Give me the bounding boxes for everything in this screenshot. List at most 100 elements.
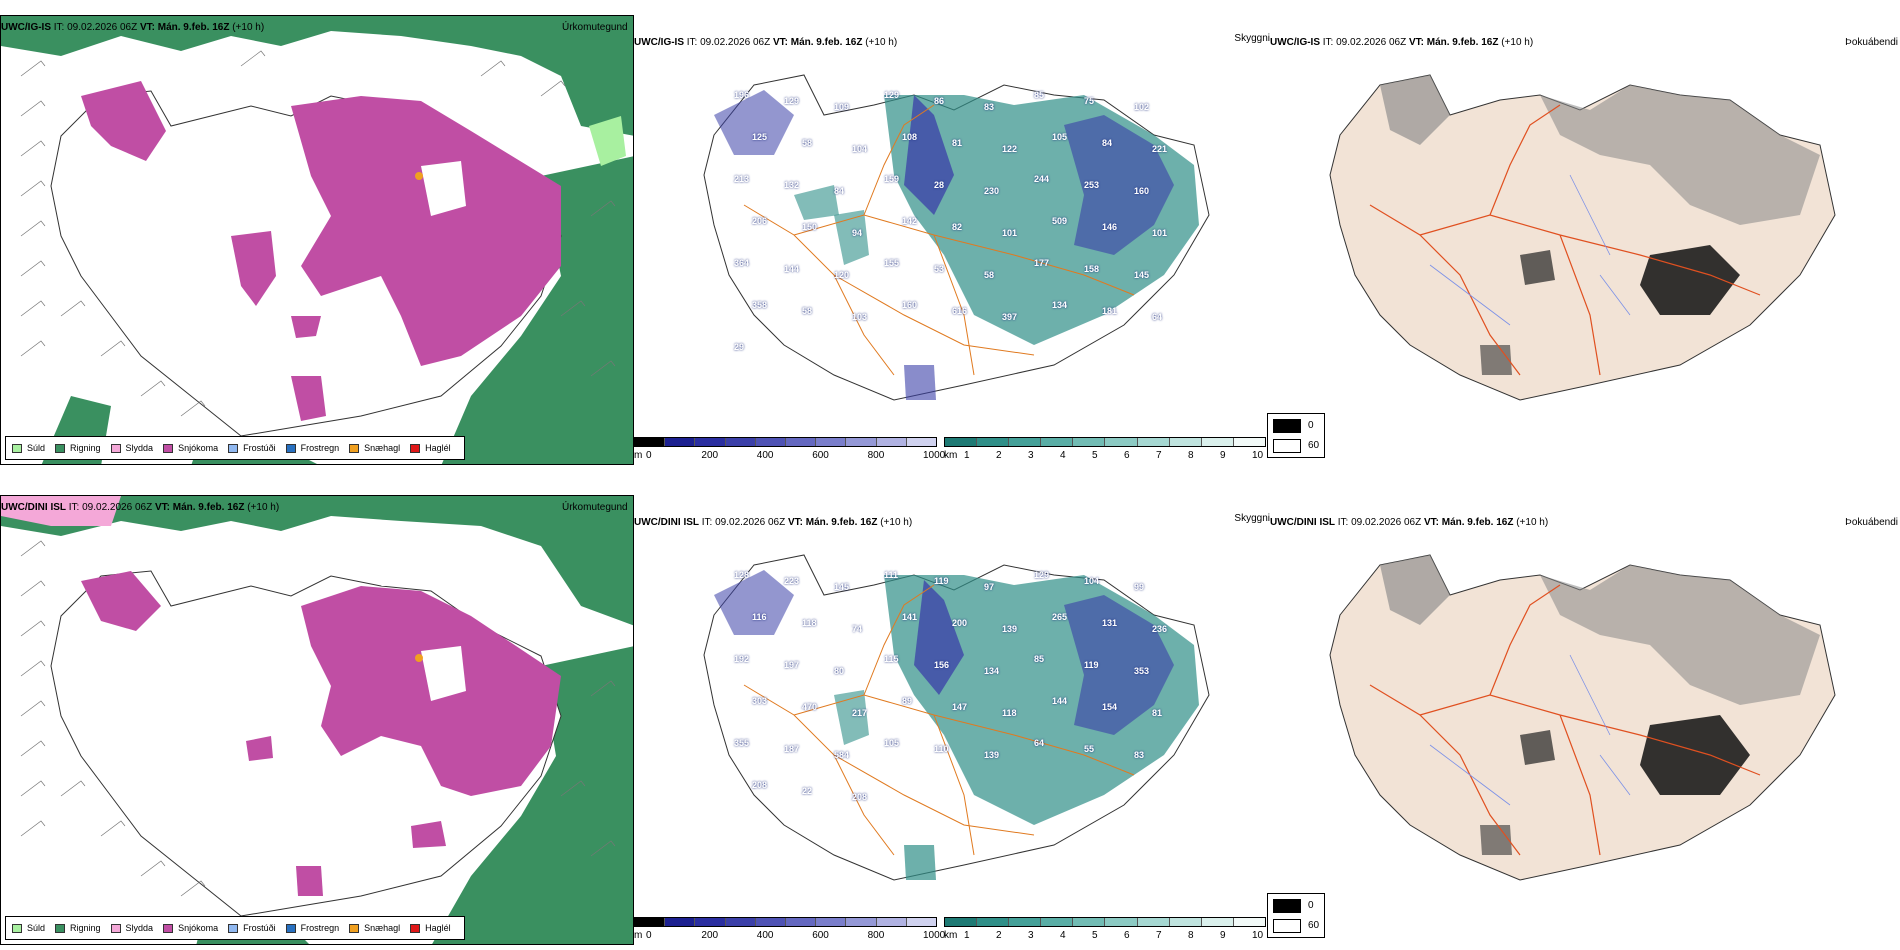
legend-label: Haglél: [425, 923, 451, 933]
cloud-base-value: 154: [1102, 702, 1118, 712]
rain-area: [432, 646, 633, 944]
scale-tick-label: 3: [1028, 930, 1034, 941]
cloud-base-value: 223: [784, 576, 800, 586]
cloud-base-value: 303: [752, 696, 768, 706]
cloud-base-value: 144: [1052, 696, 1068, 706]
cloud-base-value: 213: [734, 174, 750, 184]
cloud-title-top: UWC/IG-IS IT: 09.02.2026 06Z VT: Mán. 9.…: [634, 37, 898, 48]
cloud-base-value: 253: [1084, 180, 1100, 190]
fog-index-area: [1540, 565, 1820, 705]
cloud-base-value: 125: [752, 132, 768, 142]
terrain-contact-area: [904, 365, 936, 400]
fog-index-area: [1480, 345, 1512, 375]
fog-legend-dark-swatch: [1273, 899, 1301, 913]
cloud-base-value: 122: [1002, 144, 1018, 154]
fog-title-top: UWC/IG-IS IT: 09.02.2026 06Z VT: Mán. 9.…: [1270, 37, 1534, 48]
scale-tick-label: 0: [646, 450, 652, 461]
legend-swatch: [349, 443, 360, 453]
row-top: Súld Rigning Slydda Snjókoma Frostúði Frostre…: [0, 0, 1900, 470]
cloud-base-value: 101: [1152, 228, 1168, 238]
fog-panel-label-top: Þokuábendi: [1845, 37, 1898, 48]
cloud-base-panel-bottom: UWC/DINI ISL IT: 09.02.2026 06Z VT: Mán.…: [634, 495, 1270, 945]
legend-label: Súld: [27, 443, 46, 453]
cloud-base-value: 86: [934, 96, 945, 106]
snow-area: [291, 316, 321, 338]
visibility-scale-bottom: km 1 2 3 4 5 6 7 8 9 10: [944, 917, 1266, 941]
snow-pellets-marker: [415, 654, 423, 662]
scale-tick-label: 800: [867, 450, 885, 461]
scale-tick-label: 800: [867, 930, 885, 941]
legend-item: Snjókoma: [163, 443, 218, 453]
visibility-scale-bar: [944, 917, 1266, 927]
legend-label: Frostúði: [243, 443, 276, 453]
snow-area: [291, 96, 561, 366]
cloud-base-value: 221: [1152, 144, 1168, 154]
cloud-base-value: 119: [934, 576, 949, 586]
legend-label: Snjókoma: [178, 923, 219, 933]
cloud-base-value: 129: [1034, 570, 1050, 580]
cloud-base-value: 118: [1002, 708, 1017, 718]
legend-item: Frostregn: [285, 923, 339, 933]
cloud-base-value: 83: [1134, 750, 1145, 760]
cloud-base-value: 146: [1102, 222, 1118, 232]
fog-legend-dark-label: 0: [1308, 420, 1314, 431]
cloud-base-value: 131: [1102, 618, 1118, 628]
cloud-base-value: 104: [852, 144, 868, 154]
height-scale-bar: [634, 437, 937, 447]
fog-index-area-dense: [1640, 715, 1750, 795]
cloud-base-value: 145: [834, 582, 850, 592]
terrain-contact-area: [714, 570, 794, 635]
fog-panel-label-bottom: Þokuábendi: [1845, 517, 1898, 528]
cloud-base-value: 160: [902, 300, 918, 310]
snow-area: [411, 821, 446, 848]
cloud-base-value: 217: [852, 708, 868, 718]
scale-tick-label: 2: [996, 450, 1002, 461]
legend-swatch: [55, 923, 66, 933]
snow-area: [296, 866, 323, 896]
cloud-base-value: 105: [884, 738, 900, 748]
cloud-base-value: 109: [834, 102, 850, 112]
scale-tick-label: 6: [1124, 930, 1130, 941]
cloud-base-value: 144: [784, 264, 800, 274]
legend-swatch: [163, 923, 174, 933]
scale-tick-label: 1: [964, 930, 970, 941]
legend-item: Slydda: [110, 443, 154, 453]
legend-item: Snjókoma: [163, 923, 218, 933]
scale-tick-label: 4: [1060, 450, 1066, 461]
terrain-contact-area: [904, 95, 954, 215]
cloud-base-panel-top: UWC/IG-IS IT: 09.02.2026 06Z VT: Mán. 9.…: [634, 15, 1270, 465]
wind-barbs: [20, 50, 616, 417]
legend-item: Snæhagl: [349, 923, 400, 933]
fog-index-area: [1540, 85, 1820, 225]
legend-label: Slydda: [125, 443, 154, 453]
precip-legend-bottom: Súld Rigning Slydda Snjókoma Frostúði Frostre…: [5, 916, 465, 940]
legend-swatch: [285, 443, 296, 453]
cloud-base-value: 197: [784, 660, 800, 670]
rain-area: [1, 16, 633, 136]
cloud-title-bottom: UWC/DINI ISL IT: 09.02.2026 06Z VT: Mán.…: [634, 517, 913, 528]
cloud-base-value: 99: [1134, 582, 1145, 592]
legend-item: Snæhagl: [349, 443, 400, 453]
road-network: [743, 104, 1135, 376]
cloud-base-value: 134: [984, 666, 1000, 676]
legend-item: Slydda: [110, 923, 154, 933]
scale-tick-label: 10: [1252, 930, 1264, 941]
legend-item: Haglél: [410, 923, 451, 933]
fog-index-area-dense: [1520, 730, 1555, 765]
cloud-base-value: 230: [984, 186, 1000, 196]
snow-area: [81, 81, 166, 161]
scale-tick-label: 2: [996, 930, 1002, 941]
cloud-base-value: 129: [784, 96, 800, 106]
cloud-base-value: 358: [752, 300, 768, 310]
river-network: [1429, 174, 1631, 326]
cloud-map-bottom: [703, 554, 1210, 881]
legend-label: Slydda: [125, 923, 154, 933]
precip-type-panel-top: Súld Rigning Slydda Snjókoma Frostúði Frostre…: [0, 15, 634, 465]
terrain-contact-area: [1064, 595, 1174, 735]
scale-tick-label: 8: [1188, 930, 1194, 941]
fog-legend-dark-swatch: [1273, 419, 1301, 433]
legend-label: Súld: [27, 923, 46, 933]
legend-label: Snæhagl: [364, 443, 401, 453]
precip-map-top: [1, 16, 633, 464]
snow-pellets-marker: [415, 172, 423, 180]
